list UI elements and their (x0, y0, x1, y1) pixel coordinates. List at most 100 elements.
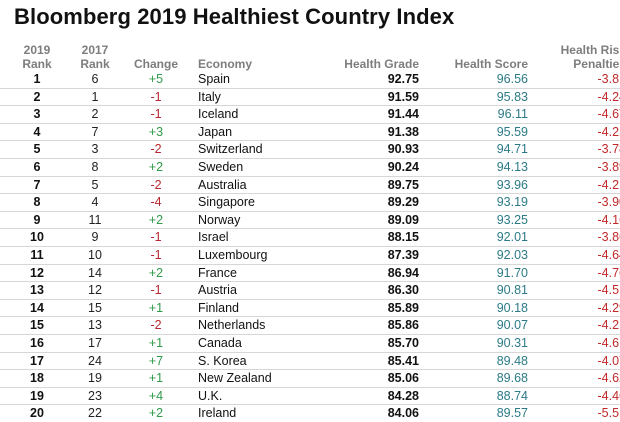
header-2019-rank: 2019 Rank (0, 38, 74, 71)
rank-2019-cell: 18 (0, 369, 74, 388)
header-2019-rank-line2: Rank (22, 57, 52, 71)
economy-cell: Australia (196, 176, 303, 195)
health-grade-cell: 86.94 (303, 264, 421, 283)
health-grade-cell: 91.59 (303, 88, 421, 107)
health-score-cell: 90.18 (421, 299, 530, 318)
change-cell: -4 (116, 193, 196, 212)
health-score-cell: 92.03 (421, 246, 530, 265)
header-health-score: Health Score (454, 57, 528, 71)
change-cell: -2 (116, 140, 196, 159)
health-score-cell: 95.59 (421, 123, 530, 142)
rank-2017-cell: 1 (74, 88, 116, 107)
change-cell: -2 (116, 316, 196, 335)
economy-cell: Israel (196, 228, 303, 247)
header-change: Change (133, 57, 178, 71)
health-grade-cell: 85.06 (303, 369, 421, 388)
economy-cell: Austria (196, 281, 303, 300)
health-risk-penalty-cell: -3.81 (530, 71, 620, 89)
economy-cell: Norway (196, 211, 303, 230)
change-cell: -1 (116, 246, 196, 265)
rank-2017-cell: 10 (74, 246, 116, 265)
rank-2017-cell: 11 (74, 211, 116, 230)
health-risk-penalty-cell: -3.89 (530, 158, 620, 177)
economy-cell: Netherlands (196, 316, 303, 335)
table-row: 20 22 +2 Ireland 84.06 89.57 -5.51 (0, 405, 620, 422)
rank-2019-cell: 15 (0, 316, 74, 335)
health-risk-penalty-cell: -4.21 (530, 123, 620, 142)
health-risk-penalty-cell: -3.86 (530, 228, 620, 247)
economy-cell: France (196, 264, 303, 283)
health-grade-cell: 89.29 (303, 193, 421, 212)
rank-2019-cell: 9 (0, 211, 74, 230)
rank-2017-cell: 7 (74, 123, 116, 142)
rank-2017-cell: 15 (74, 299, 116, 318)
health-grade-cell: 89.75 (303, 176, 421, 195)
health-risk-penalty-cell: -4.16 (530, 211, 620, 230)
header-penalties-line2: Penalties (573, 57, 620, 71)
change-cell: +2 (116, 158, 196, 177)
health-risk-penalty-cell: -4.21 (530, 176, 620, 195)
health-grade-cell: 87.39 (303, 246, 421, 265)
health-risk-penalty-cell: -4.61 (530, 334, 620, 353)
health-risk-penalty-cell: -4.21 (530, 316, 620, 335)
change-cell: -1 (116, 88, 196, 107)
change-cell: +7 (116, 352, 196, 371)
header-economy: Economy (198, 57, 253, 71)
health-grade-cell: 85.70 (303, 334, 421, 353)
health-risk-penalty-cell: -4.67 (530, 105, 620, 124)
health-score-cell: 92.01 (421, 228, 530, 247)
rank-2019-cell: 7 (0, 176, 74, 195)
health-grade-cell: 85.86 (303, 316, 421, 335)
rank-2019-cell: 8 (0, 193, 74, 212)
change-cell: +5 (116, 71, 196, 89)
economy-cell: Italy (196, 88, 303, 107)
header-health-risk-penalties: Health Risk Penalties (530, 38, 620, 71)
change-cell: -1 (116, 105, 196, 124)
header-2017-rank-line2: Rank (80, 57, 110, 71)
change-cell: -1 (116, 228, 196, 247)
rank-2019-cell: 6 (0, 158, 74, 177)
change-cell: +3 (116, 123, 196, 142)
economy-cell: Finland (196, 299, 303, 318)
health-risk-penalty-cell: -5.51 (597, 406, 620, 421)
health-risk-penalty-cell: -3.90 (530, 193, 620, 212)
rank-2017-cell: 6 (74, 71, 116, 89)
rank-2017-cell: 19 (74, 369, 116, 388)
change-cell: +4 (116, 387, 196, 406)
economy-cell: Luxembourg (196, 246, 303, 265)
health-risk-penalty-cell: -4.62 (530, 369, 620, 388)
economy-cell: Sweden (196, 158, 303, 177)
health-risk-penalty-cell: -4.24 (530, 88, 620, 107)
health-grade-cell: 91.44 (303, 105, 421, 124)
health-score-cell: 96.11 (421, 105, 530, 124)
change-cell: +1 (116, 369, 196, 388)
rank-2017-cell: 8 (74, 158, 116, 177)
rank-2017-cell: 3 (74, 140, 116, 159)
economy-cell: Iceland (196, 105, 303, 124)
rank-2017-cell: 9 (74, 228, 116, 247)
economy-cell: U.K. (196, 387, 303, 406)
health-score-cell: 94.71 (421, 140, 530, 159)
rank-2017-cell: 23 (74, 387, 116, 406)
economy-cell: Spain (196, 71, 303, 89)
health-grade-cell: 85.89 (303, 299, 421, 318)
health-grade-cell: 85.41 (303, 352, 421, 371)
health-score-cell: 93.96 (421, 176, 530, 195)
rank-2017-cell: 17 (74, 334, 116, 353)
table-body: 16+5Spain92.7596.56-3.8121-1Italy91.5995… (0, 71, 620, 422)
health-score-cell: 89.68 (421, 369, 530, 388)
health-risk-penalty-cell: -3.78 (530, 140, 620, 159)
